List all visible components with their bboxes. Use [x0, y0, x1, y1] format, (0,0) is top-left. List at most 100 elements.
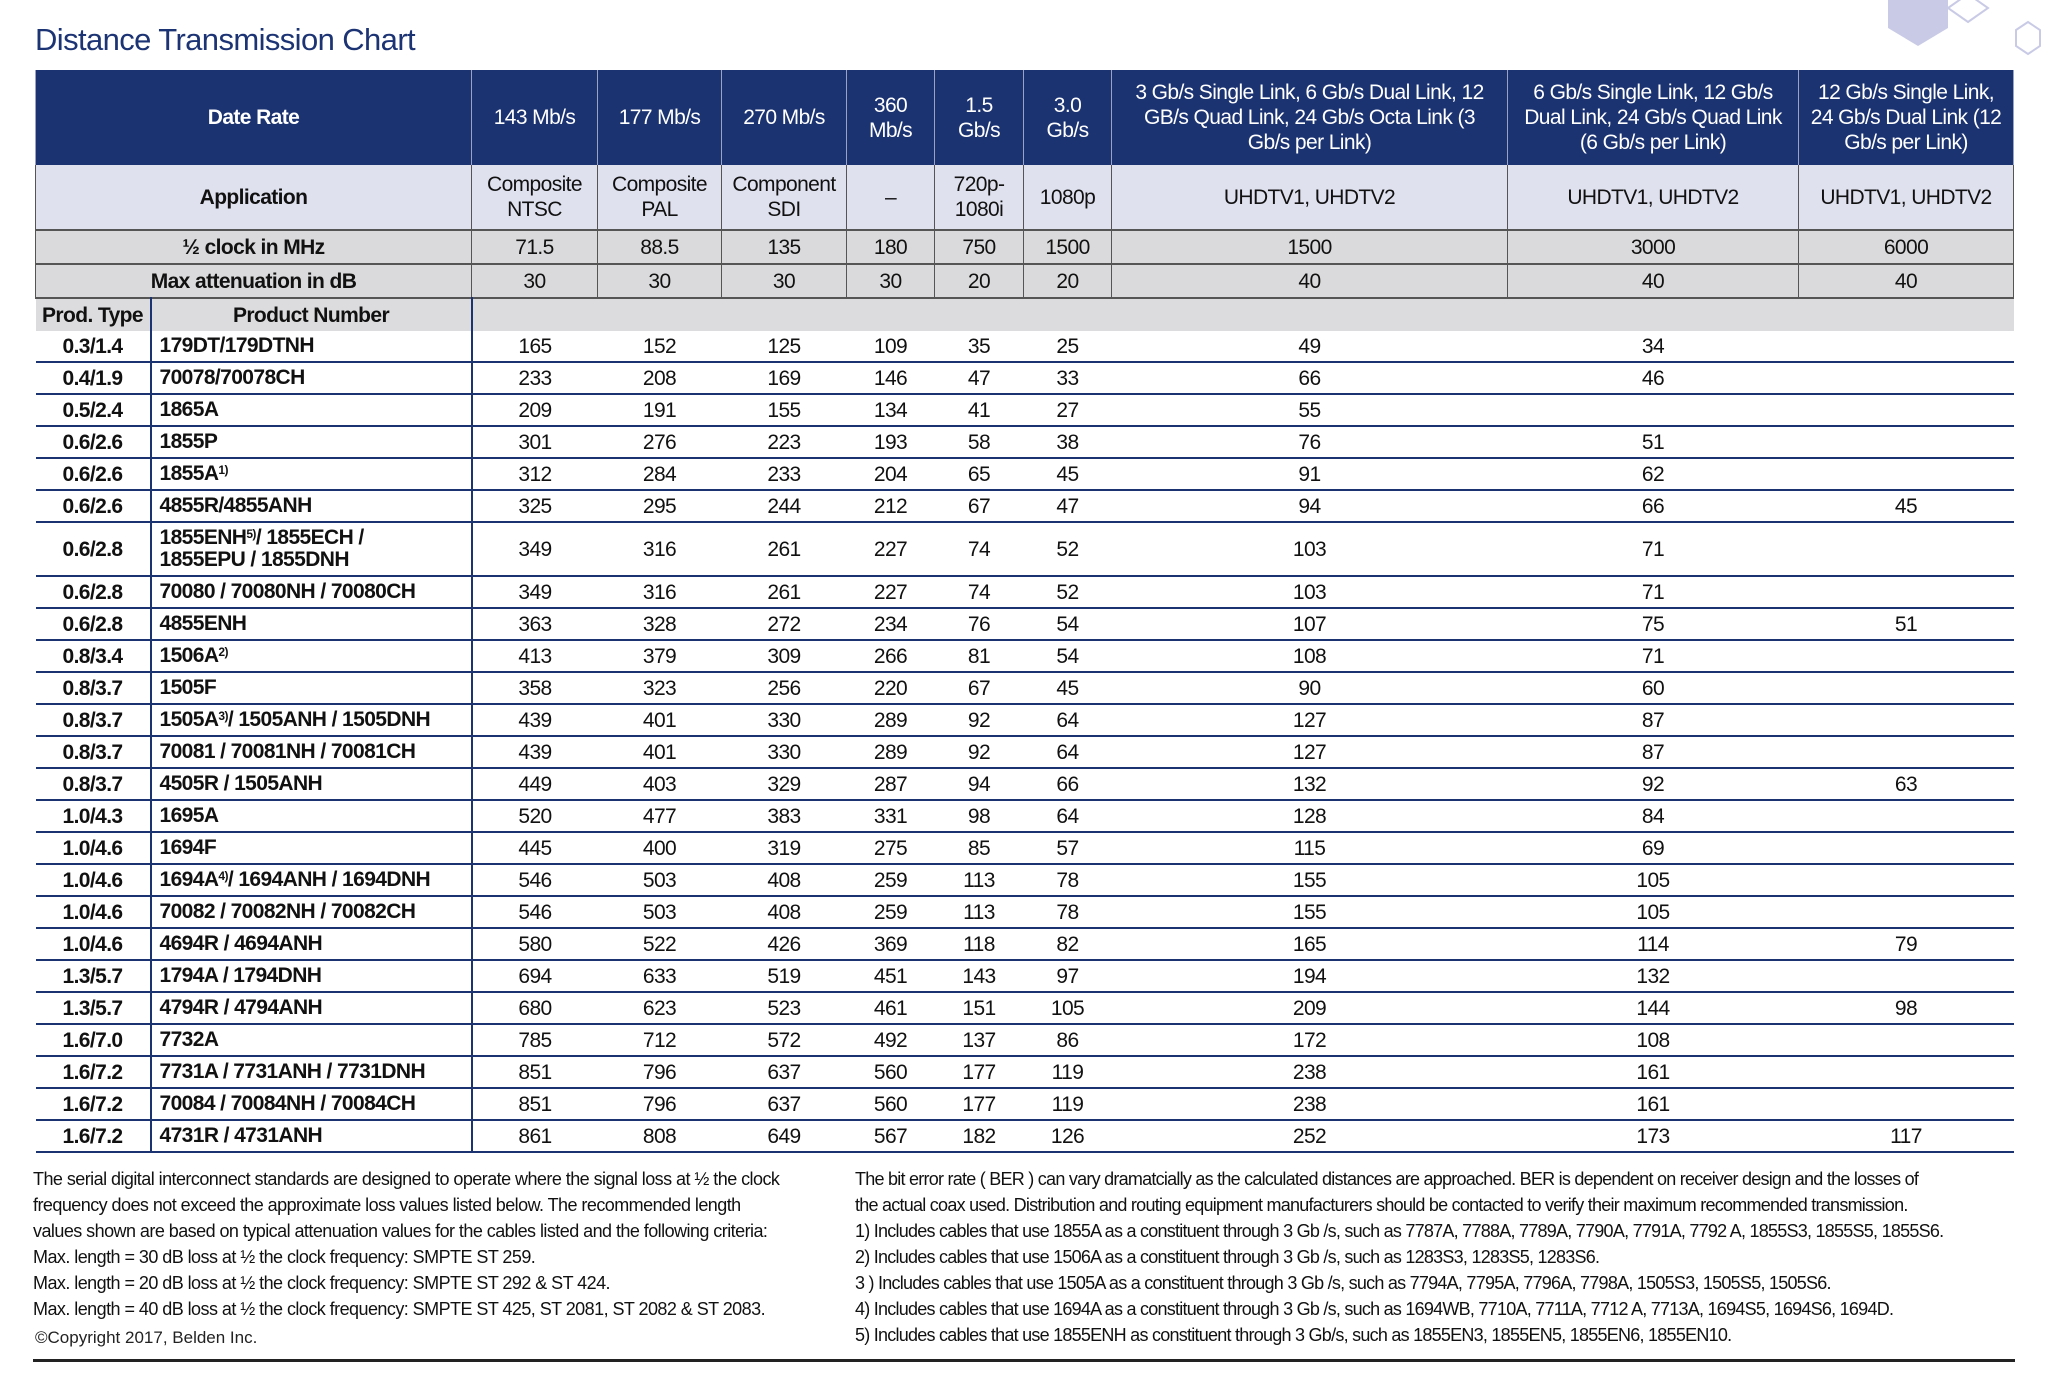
rate-header: 3.0 Gb/s — [1023, 70, 1112, 165]
distance-cell: 234 — [846, 608, 935, 641]
distance-cell: 369 — [846, 928, 935, 961]
max-attenuation-cell: 40 — [1798, 263, 2014, 299]
distance-cell — [1798, 426, 2014, 459]
distance-cell: 403 — [597, 768, 722, 801]
distance-cell — [1798, 800, 2014, 833]
distance-cell: 137 — [934, 1024, 1024, 1057]
distance-cell: 319 — [721, 832, 847, 865]
table-row: 0.6/2.6 1855A1) 312 284 233 204 65 45 91 62 — [35, 458, 2014, 491]
distance-cell: 94 — [934, 768, 1024, 801]
distance-cell — [1798, 362, 2014, 395]
distance-cell — [1798, 864, 2014, 897]
rate-header: 360 Mb/s — [846, 70, 935, 165]
distance-cell: 64 — [1023, 800, 1112, 833]
distance-cell — [1798, 458, 2014, 491]
distance-cell: 401 — [597, 704, 722, 737]
distance-cell: 152 — [597, 331, 722, 363]
distance-cell: 34 — [1507, 331, 1799, 363]
prod-type-cell: 0.8/3.7 — [35, 768, 152, 801]
prod-type-cell: 0.3/1.4 — [35, 331, 152, 363]
distance-cell: 146 — [846, 362, 935, 395]
distance-cell: 41 — [934, 394, 1024, 427]
footnote-marker: 4) — [218, 869, 228, 883]
product-number: 70084 / 70084NH / 70084CH — [159, 1092, 416, 1115]
distance-cell: 284 — [597, 458, 722, 491]
distance-cell — [1798, 394, 2014, 427]
prod-type-cell: 1.0/4.6 — [35, 896, 152, 929]
distance-cell: 785 — [471, 1024, 598, 1057]
product-number-cell: 4855ENH — [150, 608, 473, 641]
distance-cell: 637 — [721, 1088, 847, 1121]
prod-type-cell: 1.0/4.3 — [35, 800, 152, 833]
product-number: 1855A — [159, 462, 219, 485]
distance-cell — [1798, 736, 2014, 769]
distance-cell: 127 — [1111, 704, 1508, 737]
distance-cell — [1798, 576, 2014, 609]
distance-cell — [1798, 1024, 2014, 1057]
distance-cell — [1798, 522, 2014, 577]
distance-cell: 172 — [1111, 1024, 1508, 1057]
distance-cell: 330 — [721, 736, 847, 769]
prod-type-cell: 1.0/4.6 — [35, 832, 152, 865]
distance-cell: 76 — [1111, 426, 1508, 459]
distance-cell: 330 — [721, 704, 847, 737]
prod-type-cell: 0.8/3.4 — [35, 640, 152, 673]
distance-cell: 349 — [471, 576, 598, 609]
distance-cell: 439 — [471, 704, 598, 737]
distance-cell: 58 — [934, 426, 1024, 459]
distance-cell: 209 — [471, 394, 598, 427]
distance-cell: 451 — [846, 960, 935, 993]
blank-header-cell — [471, 297, 2014, 331]
product-number: 4855R/4855ANH — [159, 494, 313, 517]
application-row: Application Composite NTSC Composite PAL… — [35, 165, 2014, 231]
max-attenuation-label: Max attenuation in dB — [35, 263, 472, 299]
distance-cell — [1798, 960, 2014, 993]
product-number: 70078/70078CH — [159, 366, 306, 389]
distance-cell: 86 — [1023, 1024, 1112, 1057]
distance-cell: 64 — [1023, 736, 1112, 769]
distance-cell: 75 — [1507, 608, 1799, 641]
distance-cell: 223 — [721, 426, 847, 459]
product-number: 4731R / 4731ANH — [159, 1124, 323, 1147]
product-number: 70082 / 70082NH / 70082CH — [159, 900, 416, 923]
distance-cell — [1798, 640, 2014, 673]
distance-cell: 71 — [1507, 576, 1799, 609]
prod-type-cell: 1.0/4.6 — [35, 864, 152, 897]
half-clock-cell: 750 — [934, 229, 1024, 265]
footnote-marker: 3) — [218, 709, 228, 723]
distance-cell: 289 — [846, 736, 935, 769]
distance-cell: 132 — [1111, 768, 1508, 801]
distance-cell: 76 — [934, 608, 1024, 641]
hexagon-decoration-icon — [1888, 0, 2041, 56]
distance-cell: 25 — [1023, 331, 1112, 363]
prod-type-cell: 0.6/2.6 — [35, 426, 152, 459]
distance-cell: 108 — [1507, 1024, 1799, 1057]
distance-cell: 261 — [721, 576, 847, 609]
distance-cell: 165 — [1111, 928, 1508, 961]
prod-type-cell: 0.6/2.6 — [35, 458, 152, 491]
distance-cell: 204 — [846, 458, 935, 491]
table-row: 1.0/4.6 1694A4)/ 1694ANH / 1694DNH 546 503 4… — [35, 864, 2014, 897]
table-row: 0.8/3.7 1505A3)/ 1505ANH / 1505DNH 439 401 3… — [35, 704, 2014, 737]
distance-cell: 259 — [846, 864, 935, 897]
application-cell: UHDTV1, UHDTV2 — [1507, 165, 1799, 231]
half-clock-cell: 180 — [846, 229, 935, 265]
distance-cell: 78 — [1023, 896, 1112, 929]
distance-cell: 325 — [471, 490, 598, 523]
prod-type-cell: 0.6/2.8 — [35, 576, 152, 609]
distance-cell: 55 — [1111, 394, 1508, 427]
table-row: 1.6/7.2 7731A / 7731ANH / 7731DNH 851 796 63… — [35, 1056, 2014, 1089]
distance-cell: 358 — [471, 672, 598, 705]
product-number: 70081 / 70081NH / 70081CH — [159, 740, 416, 763]
product-number-cell: 1695A — [150, 800, 473, 833]
footer-note-line: 2) Includes cables that use 1506A as a c… — [855, 1247, 1600, 1267]
data-rate-label: Date Rate — [35, 70, 472, 165]
distance-cell: 329 — [721, 768, 847, 801]
distance-cell: 694 — [471, 960, 598, 993]
distance-cell: 572 — [721, 1024, 847, 1057]
distance-cell: 87 — [1507, 704, 1799, 737]
distance-cell: 105 — [1023, 992, 1112, 1025]
rate-header: 1.5 Gb/s — [934, 70, 1024, 165]
distance-cell: 227 — [846, 576, 935, 609]
product-number: 1694F — [159, 836, 217, 859]
